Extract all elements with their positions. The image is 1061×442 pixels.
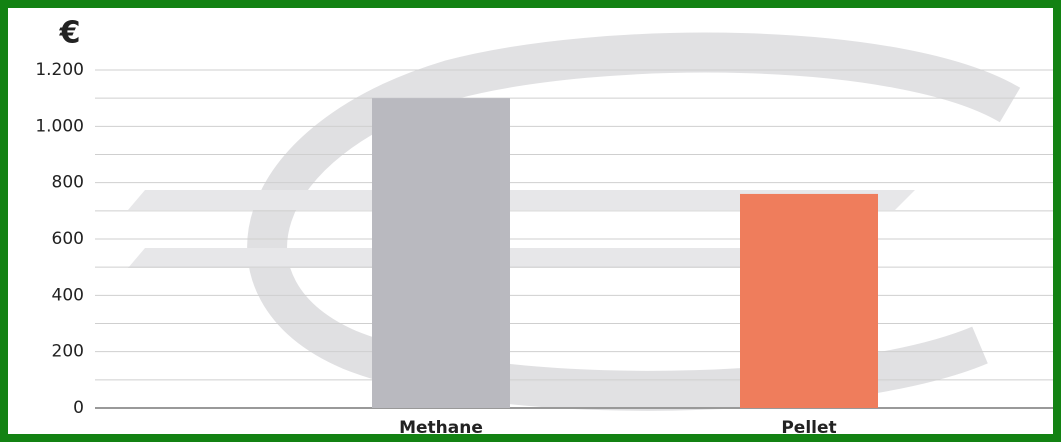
bar [372, 98, 510, 409]
plot: 0 200 400 600 800 1.000 1.200 Methane Pellet [35, 60, 1053, 438]
watermark-arc [247, 32, 1021, 411]
y-tick-label: 400 [52, 285, 84, 305]
y-tick-label: 0 [73, 398, 84, 418]
x-tick-label: Methane [399, 418, 483, 438]
watermark-bar [128, 190, 915, 210]
y-tick-label: 800 [52, 173, 84, 193]
y-axis-label: € [59, 16, 81, 51]
y-tick-label: 1.200 [35, 60, 84, 80]
bar [740, 193, 878, 408]
y-tick-label: 600 [52, 229, 84, 249]
y-tick-label: 1.000 [35, 116, 84, 136]
watermark [128, 32, 1021, 411]
x-tick-label: Pellet [781, 418, 836, 438]
y-tick-label: 200 [52, 342, 84, 362]
